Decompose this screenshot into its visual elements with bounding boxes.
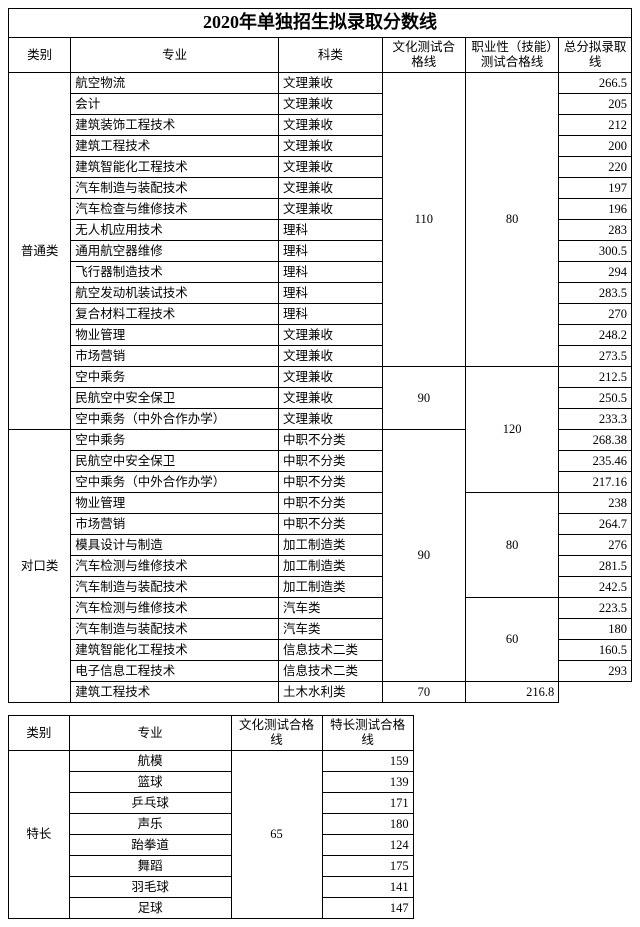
col-category: 类别 — [9, 716, 70, 751]
col-major: 专业 — [71, 38, 279, 73]
col-vocational: 职业性（技能）测试合格线 — [465, 38, 558, 73]
special-table: 类别 专业 文化测试合格线 特长测试合格线 特长 航模 65 159 篮球139… — [8, 715, 414, 919]
admissions-table: 2020年单独招生拟录取分数线 类别 专业 科类 文化测试合格线 职业性（技能）… — [8, 8, 632, 703]
subject-cell: 文理兼收 — [278, 73, 382, 94]
col-culture: 文化测试合格线 — [382, 38, 465, 73]
col-major: 专业 — [69, 716, 231, 751]
category-general: 普通类 — [9, 73, 71, 430]
col-category: 类别 — [9, 38, 71, 73]
culture-cell: 110 — [382, 73, 465, 367]
col-subject: 科类 — [278, 38, 382, 73]
col-special: 特长测试合格线 — [322, 716, 413, 751]
page-title: 2020年单独招生拟录取分数线 — [9, 9, 632, 38]
category-special: 特长 — [9, 751, 70, 919]
major-cell: 航空物流 — [71, 73, 279, 94]
total-cell: 266.5 — [559, 73, 632, 94]
col-total: 总分拟录取线 — [559, 38, 632, 73]
category-dk: 对口类 — [9, 430, 71, 703]
voc-cell: 80 — [465, 73, 558, 367]
col-culture: 文化测试合格线 — [231, 716, 322, 751]
